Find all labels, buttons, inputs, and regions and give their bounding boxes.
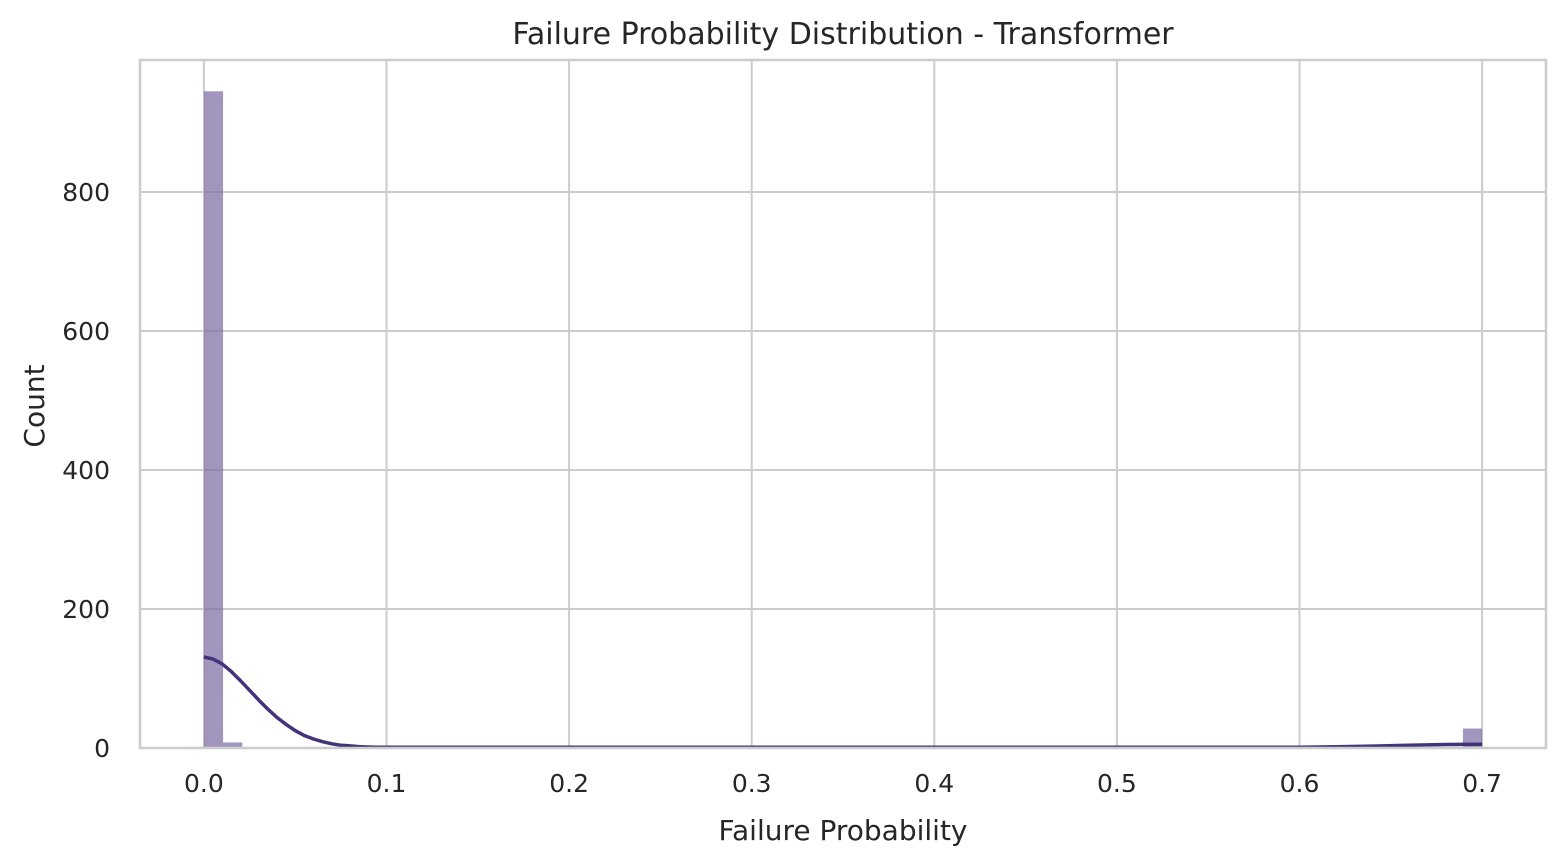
x-tick-label: 0.4 bbox=[914, 769, 954, 798]
x-tick-label: 0.1 bbox=[367, 769, 407, 798]
y-tick-label: 400 bbox=[62, 456, 110, 485]
kde-curve bbox=[203, 655, 1483, 750]
y-tick-label: 800 bbox=[62, 178, 110, 207]
x-axis-label: Failure Probability bbox=[718, 814, 967, 847]
y-tick-label: 0 bbox=[94, 734, 110, 763]
x-tick-label: 0.2 bbox=[549, 769, 589, 798]
grid-lines bbox=[140, 60, 1546, 749]
y-tick-label: 200 bbox=[62, 595, 110, 624]
histogram-bar bbox=[223, 742, 243, 748]
tick-labels: 0.0 0.1 0.2 0.3 0.4 0.5 0.6 0.7 0 200 400 600 800 bbox=[62, 178, 1502, 798]
x-tick-label: 0.7 bbox=[1462, 769, 1502, 798]
x-tick-label: 0.5 bbox=[1097, 769, 1137, 798]
x-tick-label: 0.6 bbox=[1280, 769, 1320, 798]
histogram-bars bbox=[203, 91, 1483, 749]
y-tick-label: 600 bbox=[62, 317, 110, 346]
x-tick-label: 0.0 bbox=[184, 769, 224, 798]
x-tick-label: 0.3 bbox=[732, 769, 772, 798]
y-axis-label: Count bbox=[18, 364, 51, 447]
histogram-bar bbox=[203, 91, 224, 749]
plot-frame bbox=[138, 58, 1548, 750]
chart-title: Failure Probability Distribution - Trans… bbox=[512, 17, 1174, 52]
